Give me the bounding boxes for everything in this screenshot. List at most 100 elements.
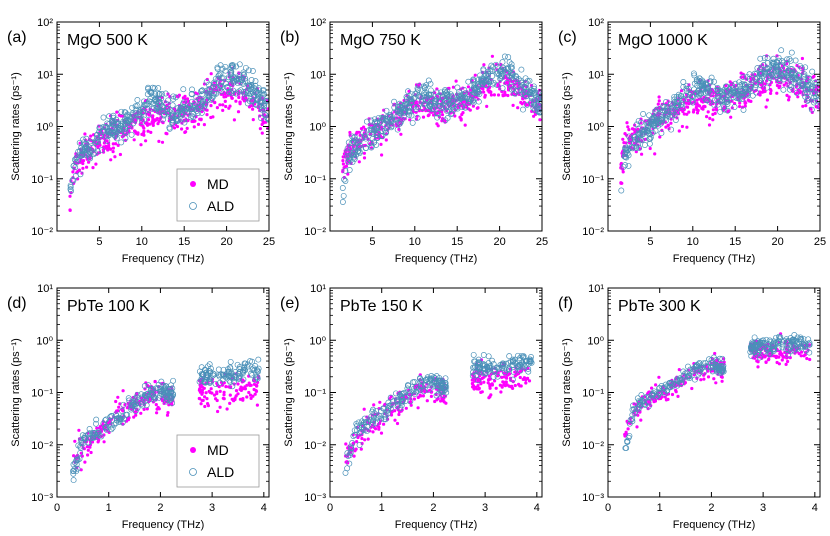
data-point-md — [517, 382, 521, 386]
data-point-ald — [469, 372, 476, 379]
data-point-ald — [784, 56, 790, 63]
data-point-ald — [802, 64, 809, 71]
data-point-ald — [649, 116, 656, 122]
series-ald — [70, 356, 262, 484]
data-point-ald — [722, 83, 729, 90]
data-point-ald — [206, 361, 213, 368]
data-point-md — [252, 382, 257, 386]
data-point-md — [487, 374, 491, 378]
x-tick-label: 10 — [136, 236, 148, 248]
data-point-md — [503, 93, 508, 97]
data-point-md — [471, 385, 475, 389]
x-tick-label: 2 — [430, 502, 436, 514]
data-point-ald — [736, 79, 743, 86]
data-point-md — [73, 439, 77, 443]
data-point-ald — [111, 132, 118, 139]
data-point-ald — [415, 92, 422, 99]
data-point-ald — [471, 81, 478, 88]
data-point-ald — [370, 406, 376, 413]
data-point-ald — [97, 131, 104, 138]
data-point-ald — [715, 94, 722, 101]
data-point-md — [769, 89, 773, 93]
x-axis-label: Frequency (THz) — [395, 253, 478, 265]
data-point-md — [192, 125, 196, 129]
data-point-ald — [470, 351, 477, 358]
data-point-ald — [431, 375, 438, 382]
data-point-ald — [122, 118, 129, 125]
data-point-md — [228, 401, 232, 405]
data-point-ald — [197, 103, 204, 110]
data-point-ald — [132, 103, 139, 110]
data-point-ald — [521, 363, 528, 370]
data-point-md — [423, 390, 427, 394]
data-point-ald — [357, 429, 364, 436]
data-point-md — [747, 99, 751, 103]
data-point-ald — [700, 78, 707, 85]
data-point-ald — [426, 102, 433, 109]
data-point-ald — [241, 91, 248, 98]
data-point-md — [707, 123, 712, 127]
data-point-ald — [85, 439, 92, 446]
data-point-ald — [697, 83, 704, 90]
data-point-ald — [386, 122, 393, 129]
data-point-md — [527, 379, 532, 383]
data-point-ald — [667, 101, 674, 108]
data-point-ald — [478, 75, 485, 82]
data-point-ald — [132, 400, 139, 407]
data-point-md — [106, 148, 110, 152]
data-point-ald — [423, 90, 430, 97]
data-point-ald — [118, 108, 125, 115]
data-point-ald — [493, 364, 500, 371]
data-point-ald — [347, 449, 354, 456]
data-point-ald — [128, 131, 135, 138]
x-axis-label: Frequency (THz) — [395, 519, 478, 531]
data-point-ald — [132, 395, 139, 402]
data-point-ald — [345, 139, 352, 146]
data-point-ald — [394, 126, 401, 133]
data-point-ald — [381, 127, 388, 134]
data-point-ald — [227, 88, 234, 95]
data-point-ald — [118, 121, 125, 128]
data-point-md — [224, 385, 228, 389]
data-point-md — [366, 437, 370, 441]
data-point-md — [107, 144, 111, 148]
data-point-md — [362, 407, 366, 411]
data-point-ald — [164, 108, 171, 115]
data-point-md — [769, 91, 773, 95]
data-point-ald — [339, 185, 346, 191]
data-point-ald — [382, 416, 389, 423]
data-point-ald — [704, 97, 711, 104]
data-point-md — [505, 376, 509, 380]
data-point-ald — [707, 78, 714, 85]
data-point-ald — [254, 374, 261, 381]
data-point-ald — [499, 59, 506, 66]
data-point-md — [763, 89, 767, 93]
data-point-ald — [175, 109, 182, 116]
data-point-ald — [145, 112, 152, 119]
data-point-ald — [77, 171, 84, 178]
data-point-md — [787, 98, 791, 102]
data-point-md — [416, 406, 420, 410]
data-point-ald — [128, 406, 135, 413]
data-point-md — [346, 172, 350, 176]
data-point-md — [451, 85, 455, 89]
data-point-md — [83, 460, 87, 464]
data-point-ald — [424, 374, 431, 381]
data-point-ald — [433, 89, 440, 96]
data-point-ald — [95, 139, 101, 145]
x-tick-label: 0 — [54, 502, 60, 514]
data-point-ald — [82, 141, 89, 148]
data-point-md — [493, 379, 497, 383]
data-point-md — [696, 108, 700, 113]
data-point-md — [245, 395, 249, 399]
data-point-ald — [635, 125, 642, 132]
data-point-md — [221, 108, 225, 112]
data-point-md — [695, 111, 700, 115]
data-point-md — [68, 208, 72, 212]
data-point-md — [363, 438, 367, 442]
data-point-ald — [470, 97, 477, 104]
data-point-ald — [76, 455, 83, 462]
data-point-md — [86, 448, 90, 452]
data-point-ald — [741, 83, 748, 90]
data-point-ald — [724, 92, 731, 99]
